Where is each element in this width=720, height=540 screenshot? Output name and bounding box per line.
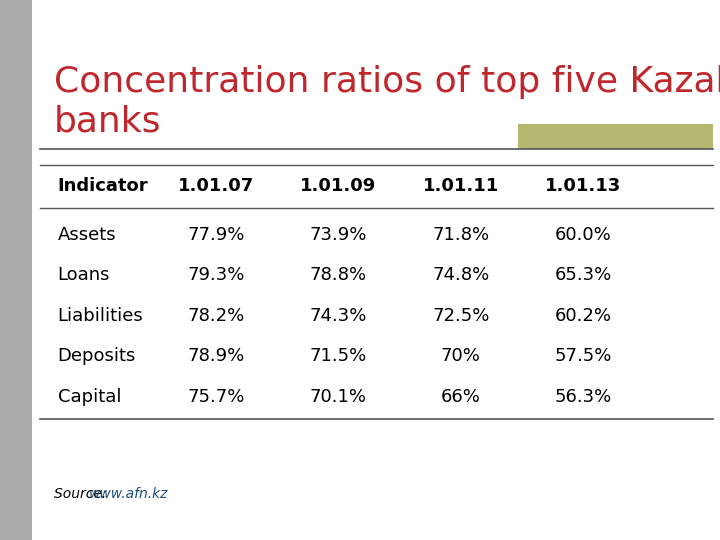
- Text: 73.9%: 73.9%: [310, 226, 367, 244]
- Text: Liabilities: Liabilities: [58, 307, 143, 325]
- Text: 70%: 70%: [441, 347, 481, 366]
- Text: 79.3%: 79.3%: [187, 266, 245, 285]
- Text: 75.7%: 75.7%: [187, 388, 245, 406]
- Text: 57.5%: 57.5%: [554, 347, 612, 366]
- Text: 78.8%: 78.8%: [310, 266, 367, 285]
- Text: 56.3%: 56.3%: [554, 388, 612, 406]
- Text: Indicator: Indicator: [58, 177, 148, 195]
- Text: 72.5%: 72.5%: [432, 307, 490, 325]
- Text: 1.01.13: 1.01.13: [545, 177, 621, 195]
- Text: 74.8%: 74.8%: [432, 266, 490, 285]
- Text: 77.9%: 77.9%: [187, 226, 245, 244]
- Text: 1.01.11: 1.01.11: [423, 177, 499, 195]
- Text: 74.3%: 74.3%: [310, 307, 367, 325]
- Text: 71.5%: 71.5%: [310, 347, 367, 366]
- Text: Loans: Loans: [58, 266, 110, 285]
- Text: 66%: 66%: [441, 388, 481, 406]
- Text: Source:: Source:: [54, 487, 111, 501]
- Text: 60.0%: 60.0%: [555, 226, 611, 244]
- Text: Deposits: Deposits: [58, 347, 136, 366]
- Text: Concentration ratios of top five Kazakhstani
banks: Concentration ratios of top five Kazakhs…: [54, 65, 720, 138]
- Text: 65.3%: 65.3%: [554, 266, 612, 285]
- Text: 60.2%: 60.2%: [554, 307, 612, 325]
- Text: 78.9%: 78.9%: [187, 347, 245, 366]
- Text: 78.2%: 78.2%: [187, 307, 245, 325]
- Text: www.afn.kz: www.afn.kz: [89, 487, 168, 501]
- Text: 1.01.07: 1.01.07: [178, 177, 254, 195]
- Text: 71.8%: 71.8%: [432, 226, 490, 244]
- Text: Capital: Capital: [58, 388, 121, 406]
- Text: Assets: Assets: [58, 226, 116, 244]
- Text: 70.1%: 70.1%: [310, 388, 367, 406]
- Text: 1.01.09: 1.01.09: [300, 177, 377, 195]
